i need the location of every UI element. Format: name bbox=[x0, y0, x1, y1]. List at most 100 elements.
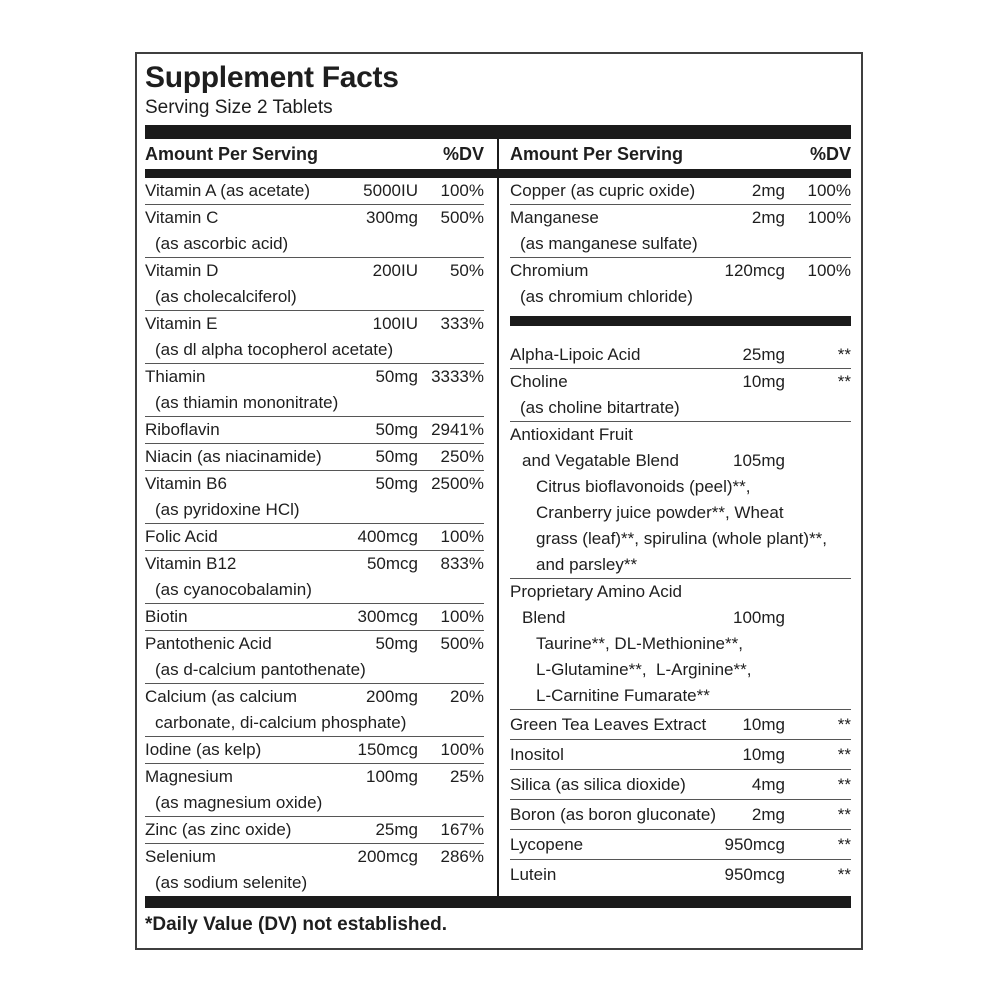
row-main-line: Calcium (as calcium 200mg 20% bbox=[145, 684, 484, 710]
row-main-line: Vitamin D 200IU 50% bbox=[145, 258, 484, 284]
supplement-row: Vitamin B6 50mg 2500% (as pyridoxine HCl) bbox=[145, 471, 484, 524]
ingredient-dv: ** bbox=[837, 345, 851, 364]
ingredient-amount: 2mg bbox=[751, 805, 785, 824]
ingredient-amount: 100mg bbox=[366, 767, 418, 786]
column-header-dv: %DV bbox=[809, 144, 851, 164]
supplement-row: Zinc (as zinc oxide) 25mg 167% bbox=[145, 817, 484, 844]
table-header-row: Amount Per Serving %DV Amount Per Servin… bbox=[145, 139, 851, 169]
ingredient-source: (as pyridoxine HCl) bbox=[155, 500, 300, 519]
column-header-amount: Amount Per Serving bbox=[145, 144, 319, 164]
ingredient-name: Niacin (as niacinamide) bbox=[145, 447, 322, 466]
ingredient-source: (as sodium selenite) bbox=[155, 873, 308, 892]
table-header-left: Amount Per Serving %DV bbox=[145, 139, 498, 169]
ingredient-amount: 950mcg bbox=[724, 835, 785, 854]
ingredient-amount: 50mg bbox=[375, 474, 418, 493]
row-main-line: Lycopene 950mcg ** bbox=[510, 830, 851, 859]
ingredient-source: (as cyanocobalamin) bbox=[155, 580, 312, 599]
ingredient-dv: 50% bbox=[449, 261, 484, 280]
supplement-facts-label: Supplement Facts Serving Size 2 Tablets … bbox=[135, 52, 863, 950]
ingredient-dv: 100% bbox=[440, 181, 484, 200]
ingredient-name: Vitamin A (as acetate) bbox=[145, 181, 311, 200]
ingredient-amount: 4mg bbox=[751, 775, 785, 794]
blend-ingredient: L-Carnitine Fumarate** bbox=[536, 686, 710, 705]
ingredient-amount: 950mcg bbox=[724, 865, 785, 884]
supplement-row: Lutein 950mcg ** bbox=[510, 860, 851, 889]
ingredient-dv: 250% bbox=[440, 447, 484, 466]
ingredient-dv: 333% bbox=[440, 314, 484, 333]
row-main-line: Boron (as boron gluconate) 2mg ** bbox=[510, 800, 851, 829]
ingredient-name: Alpha-Lipoic Acid bbox=[510, 345, 641, 364]
ingredient-amount: 105mg bbox=[733, 451, 785, 470]
supplement-row: Vitamin E 100IU 333% (as dl alpha tocophero… bbox=[145, 311, 484, 364]
ingredient-name: Green Tea Leaves Extract bbox=[510, 715, 707, 734]
supplement-row: Selenium 200mcg 286% (as sodium selenite) bbox=[145, 844, 484, 896]
ingredient-name: Thiamin bbox=[145, 367, 206, 386]
ingredient-dv: ** bbox=[837, 775, 851, 794]
ingredient-source: (as chromium chloride) bbox=[520, 287, 693, 306]
ingredient-dv: 167% bbox=[440, 820, 484, 839]
ingredient-name: Iodine (as kelp) bbox=[145, 740, 262, 759]
ingredient-name: Vitamin D bbox=[145, 261, 219, 280]
ingredient-source: (as cholecalciferol) bbox=[155, 287, 297, 306]
ingredient-dv: 500% bbox=[440, 208, 484, 227]
supplement-row: Folic Acid 400mcg 100% bbox=[145, 524, 484, 551]
ingredient-name: Antioxidant Fruit bbox=[510, 425, 633, 444]
supplement-row: Vitamin D 200IU 50% (as cholecalciferol) bbox=[145, 258, 484, 311]
ingredient-amount: 2mg bbox=[751, 181, 785, 200]
ingredient-source: (as manganese sulfate) bbox=[520, 234, 698, 253]
ingredient-name: Vitamin B6 bbox=[145, 474, 227, 493]
ingredient-dv: 100% bbox=[440, 527, 484, 546]
row-main-line: Zinc (as zinc oxide) 25mg 167% bbox=[145, 817, 484, 843]
ingredient-amount: 10mg bbox=[742, 745, 785, 764]
ingredient-dv: ** bbox=[837, 805, 851, 824]
ingredient-dv: ** bbox=[837, 715, 851, 734]
row-second-line: and Vegatable Blend 105mg bbox=[510, 448, 851, 474]
row-main-line: Niacin (as niacinamide) 50mg 250% bbox=[145, 444, 484, 470]
ingredient-source: (as ascorbic acid) bbox=[155, 234, 289, 253]
row-second-line: Blend 100mg bbox=[510, 605, 851, 631]
ingredient-amount: 10mg bbox=[742, 372, 785, 391]
supplement-row: Manganese 2mg 100% (as manganese sulfate) bbox=[510, 205, 851, 258]
supplement-row: Vitamin A (as acetate) 5000IU 100% bbox=[145, 178, 484, 205]
facts-table: Amount Per Serving %DV Amount Per Servin… bbox=[145, 125, 851, 908]
ingredient-amount: 50mg bbox=[375, 420, 418, 439]
ingredient-name: Riboflavin bbox=[145, 420, 220, 439]
ingredient-name: Silica (as silica dioxide) bbox=[510, 775, 686, 794]
ingredient-dv: 2941% bbox=[431, 420, 484, 439]
supplement-row: Boron (as boron gluconate) 2mg ** bbox=[510, 800, 851, 830]
ingredient-amount: 5000IU bbox=[363, 181, 418, 200]
ingredient-dv: 2500% bbox=[431, 474, 484, 493]
supplement-row: Biotin 300mcg 100% bbox=[145, 604, 484, 631]
row-main-line: Chromium 120mcg 100% bbox=[510, 258, 851, 284]
supplement-row: Calcium (as calcium 200mg 20% carbonate, di… bbox=[145, 684, 484, 737]
ingredient-source: (as choline bitartrate) bbox=[520, 398, 680, 417]
ingredient-name: Lutein bbox=[510, 865, 557, 884]
ingredient-name: Inositol bbox=[510, 745, 564, 764]
ingredient-amount: 300mcg bbox=[357, 607, 418, 626]
ingredient-name: Vitamin E bbox=[145, 314, 218, 333]
ingredient-dv: 100% bbox=[807, 261, 851, 280]
row-main-line: Riboflavin 50mg 2941% bbox=[145, 417, 484, 443]
ingredient-dv: ** bbox=[837, 865, 851, 884]
ingredient-dv: 100% bbox=[440, 607, 484, 626]
row-main-line: Vitamin B12 50mcg 833% bbox=[145, 551, 484, 577]
row-main-line: Vitamin C 300mg 500% bbox=[145, 205, 484, 231]
ingredient-dv: 286% bbox=[440, 847, 484, 866]
ingredient-amount: 2mg bbox=[751, 208, 785, 227]
ingredient-name: Blend bbox=[522, 608, 566, 627]
supplement-row: Green Tea Leaves Extract 10mg ** bbox=[510, 710, 851, 740]
supplement-row: Chromium 120mcg 100% (as chromium chloride) bbox=[510, 258, 851, 310]
right-column: Copper (as cupric oxide) 2mg 100% Manganese… bbox=[498, 178, 851, 889]
blend-ingredient: Taurine**, DL-Methionine**, bbox=[536, 634, 743, 653]
row-main-line: Vitamin A (as acetate) 5000IU 100% bbox=[145, 178, 484, 204]
left-column: Vitamin A (as acetate) 5000IU 100% Vitamin … bbox=[145, 178, 498, 896]
supplement-row: Magnesium 100mg 25% (as magnesium oxide) bbox=[145, 764, 484, 817]
row-main-line: Vitamin B6 50mg 2500% bbox=[145, 471, 484, 497]
ingredient-name: Magnesium bbox=[145, 767, 233, 786]
table-header-right: Amount Per Serving %DV bbox=[498, 139, 851, 169]
ingredient-dv: 100% bbox=[807, 208, 851, 227]
ingredient-name: Manganese bbox=[510, 208, 599, 227]
row-main-line: Vitamin E 100IU 333% bbox=[145, 311, 484, 337]
row-main-line: Folic Acid 400mcg 100% bbox=[145, 524, 484, 550]
serving-size: Serving Size 2 Tablets bbox=[145, 97, 333, 118]
